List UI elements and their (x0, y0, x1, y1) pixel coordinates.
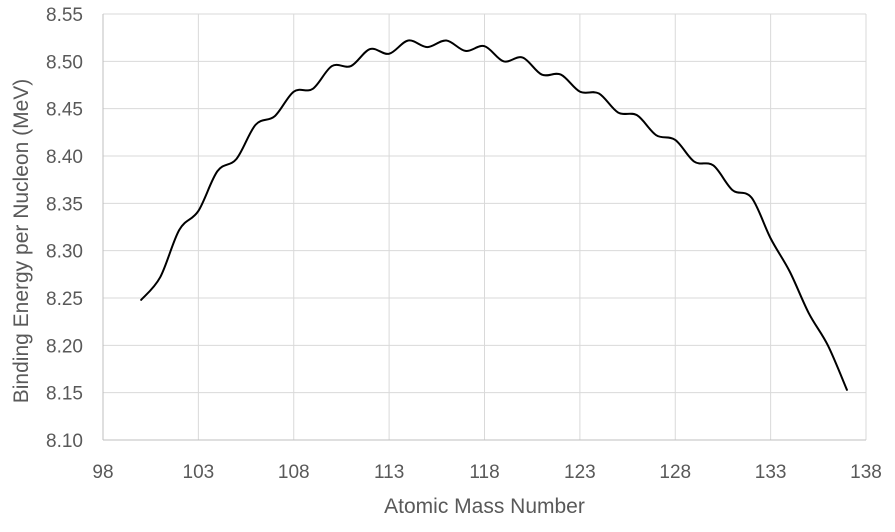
x-tick-label: 138 (850, 462, 882, 483)
y-tick-label: 8.35 (46, 194, 83, 215)
y-tick-label: 8.15 (46, 384, 83, 405)
y-tick-label: 8.30 (46, 242, 83, 263)
y-tick-label: 8.40 (46, 147, 83, 168)
y-tick-label: 8.55 (46, 5, 83, 26)
y-tick-label: 8.20 (46, 336, 83, 357)
y-tick-label: 8.25 (46, 289, 83, 310)
y-gridlines (103, 13, 866, 394)
y-tick-labels: 8.10 8.15 8.20 8.25 8.30 8.35 8.40 8.45 8.50 8.55 (46, 5, 83, 452)
x-tick-label: 113 (374, 462, 404, 483)
x-tick-label: 118 (469, 462, 499, 483)
x-tick-labels: 98 103 108 113 118 123 128 133 138 (92, 462, 881, 483)
x-tick-label: 108 (278, 462, 310, 483)
x-tick-label: 123 (564, 462, 596, 483)
series-line (140, 39, 848, 391)
x-tick-label: 133 (755, 462, 787, 483)
series-group (140, 39, 848, 391)
x-tick-label: 98 (92, 462, 113, 483)
y-tick-label: 8.10 (46, 431, 83, 452)
x-tick-label: 103 (183, 462, 215, 483)
x-gridlines (197, 14, 867, 440)
axes (102, 14, 866, 441)
y-axis-title: Binding Energy per Nucleon (MeV) (10, 79, 33, 404)
y-tick-label: 8.45 (46, 100, 83, 121)
x-tick-label: 128 (659, 462, 691, 483)
y-tick-label: 8.50 (46, 52, 83, 73)
x-axis-title: Atomic Mass Number (384, 495, 585, 518)
